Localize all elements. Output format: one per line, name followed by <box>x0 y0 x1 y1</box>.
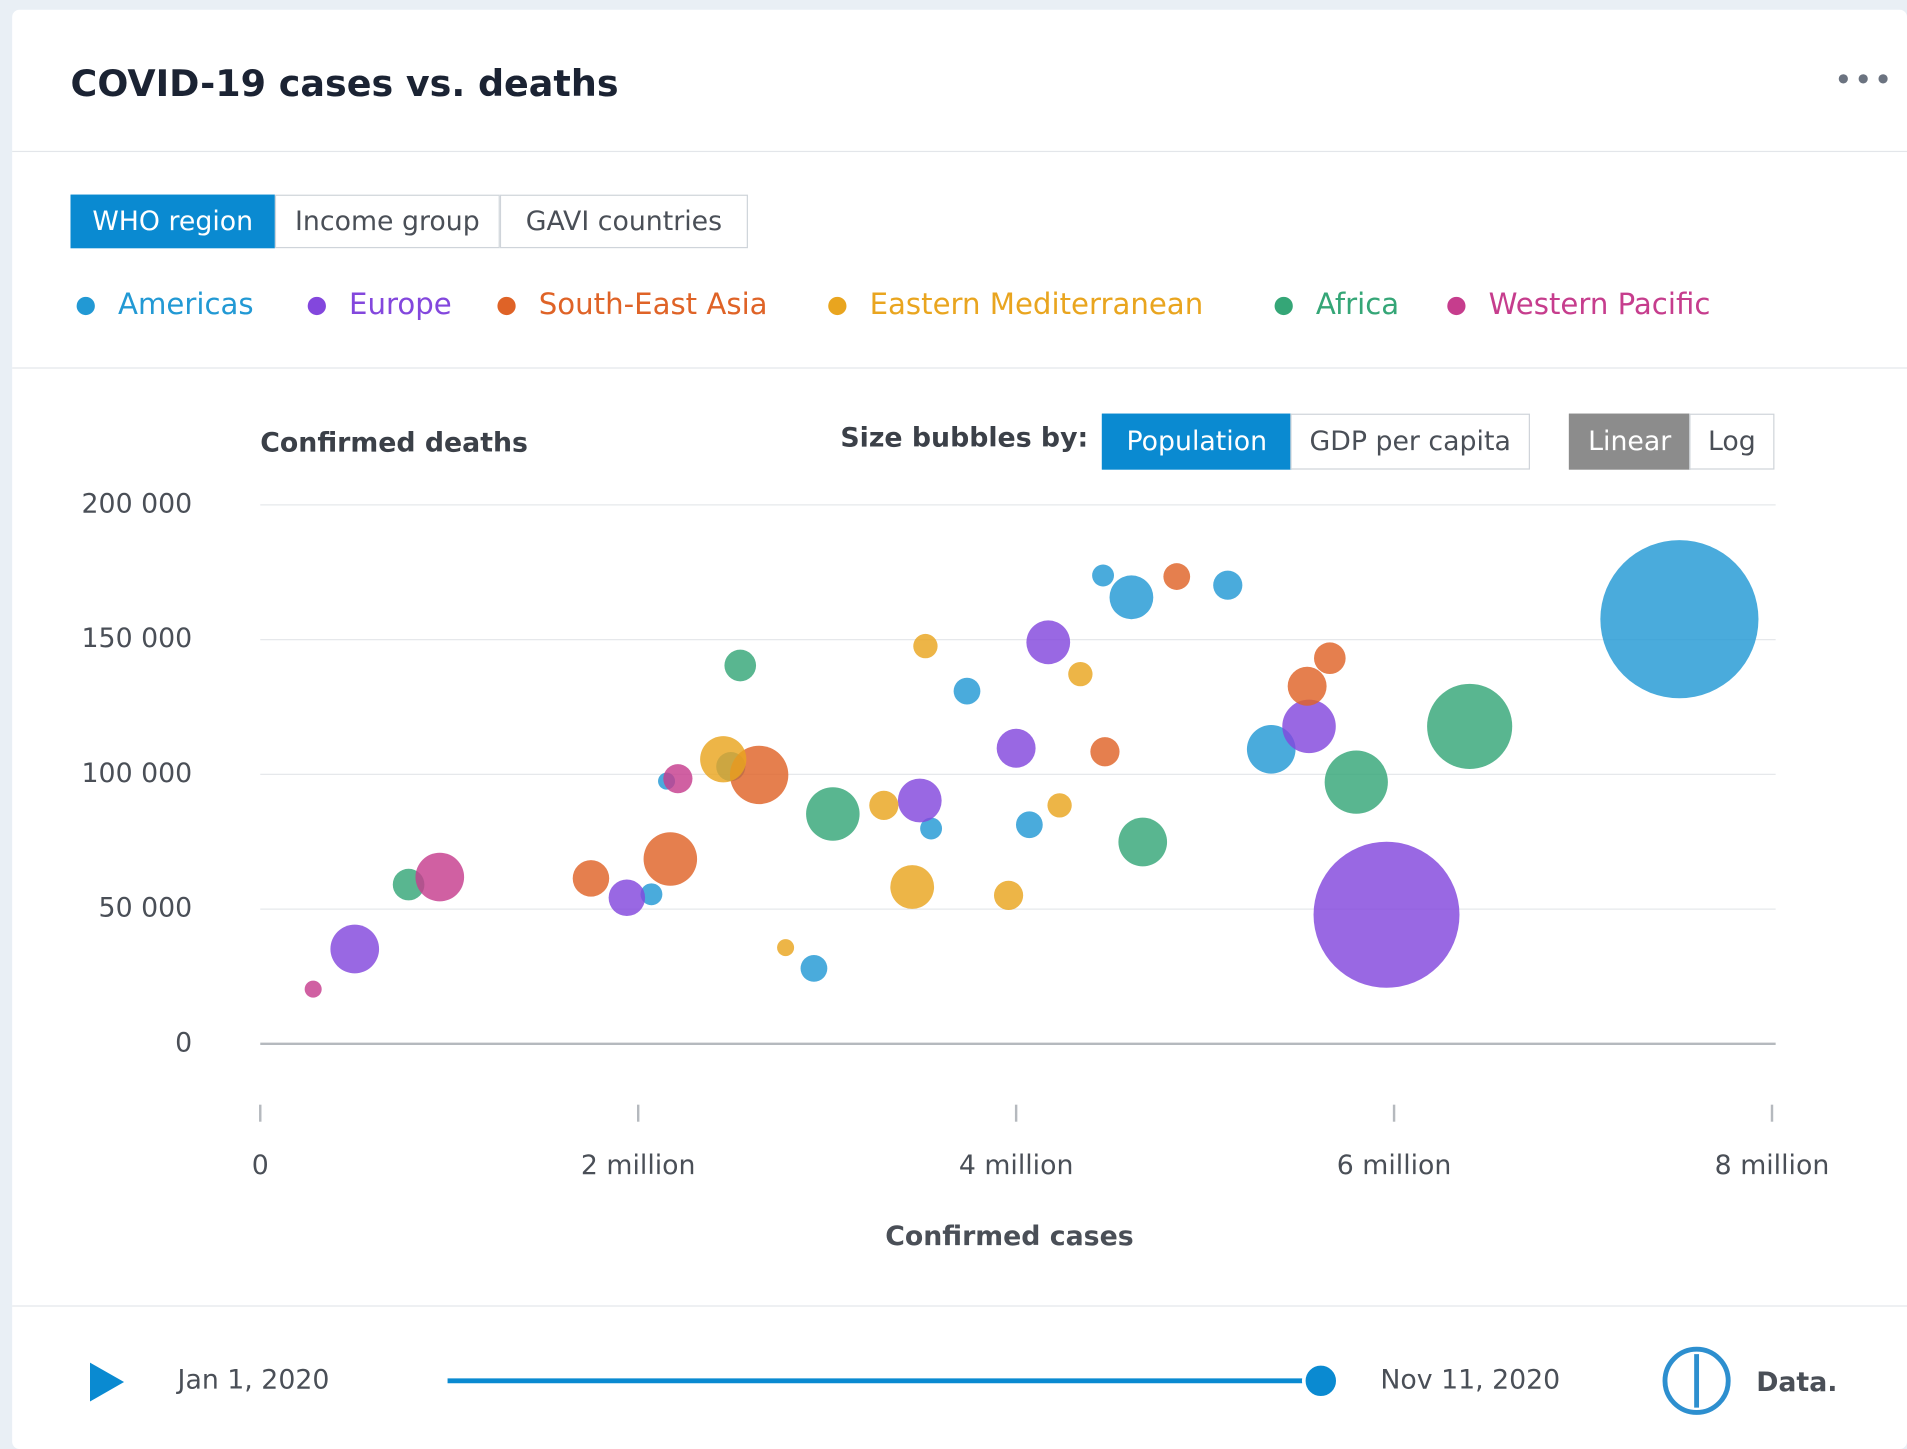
y-tick-label: 100 000 <box>82 758 193 789</box>
bubble <box>1213 570 1243 600</box>
bubble <box>913 633 938 659</box>
divider <box>12 367 1907 369</box>
bubble <box>890 865 935 909</box>
legend-marker <box>1447 296 1466 316</box>
timeline-start: Jan 1, 2020 <box>176 1364 330 1395</box>
tab[interactable]: GAVI countries <box>499 194 748 249</box>
divider <box>12 150 1907 153</box>
bubble <box>663 764 693 794</box>
bubble <box>1600 540 1759 699</box>
toggle[interactable]: Linear <box>1568 413 1691 470</box>
size-label: Size bubbles by: <box>840 423 1089 454</box>
bubble <box>1427 683 1513 769</box>
y-tick-label: 200 000 <box>82 488 193 519</box>
x-tick-label: 0 <box>252 1150 269 1181</box>
bubble <box>996 728 1036 768</box>
card: COVID-19 cases vs. deaths ••• 0 50 000 100… <box>12 9 1907 1449</box>
y-axis-title: Confirmed deaths <box>260 428 528 459</box>
bubble <box>415 852 465 902</box>
bubble <box>608 879 646 917</box>
bubble <box>1246 724 1296 774</box>
bubble <box>1109 575 1154 620</box>
legend-marker <box>76 296 95 316</box>
bubble <box>920 817 943 840</box>
bubble <box>304 980 322 998</box>
bubble <box>1163 563 1191 590</box>
brand: Data. <box>1756 1367 1837 1398</box>
bubble <box>993 880 1024 910</box>
bubble <box>953 677 981 705</box>
bubble <box>1047 793 1072 818</box>
bubble <box>640 883 663 906</box>
legend-label: Americas <box>117 287 254 322</box>
tab[interactable]: Income group <box>274 194 500 249</box>
y-tick-label: 0 <box>175 1027 192 1058</box>
bubble <box>572 860 610 897</box>
toggle[interactable]: Log <box>1689 413 1775 470</box>
bubble <box>1313 841 1460 988</box>
legend-marker <box>497 296 516 316</box>
play-button <box>89 1362 125 1402</box>
legend-marker <box>307 296 326 316</box>
bubble <box>1015 811 1043 839</box>
bubble <box>1314 642 1346 675</box>
tab[interactable]: WHO region <box>70 194 275 249</box>
toggle[interactable]: GDP per capita <box>1290 413 1530 470</box>
bubble <box>777 939 795 957</box>
bubble <box>806 787 860 841</box>
bubble <box>1092 564 1115 587</box>
toggle[interactable]: Population <box>1101 413 1292 470</box>
legend-label: Europe <box>349 287 452 322</box>
divider <box>12 1305 1907 1307</box>
menu-button[interactable]: ••• <box>1834 63 1894 100</box>
legend-label: Western Pacific <box>1488 287 1711 322</box>
bubble <box>330 924 380 974</box>
bubble <box>1026 620 1071 665</box>
bubble <box>724 649 757 682</box>
bubble <box>1282 699 1336 754</box>
bubble <box>1090 737 1120 767</box>
legend-marker <box>828 296 847 316</box>
x-tick-label: 4 million <box>959 1150 1074 1181</box>
chart: 0 50 000 100 000 150 000 200 000 0 2 million 4 … <box>82 488 1837 1415</box>
bubble <box>800 955 828 982</box>
timeline-end: Nov 11, 2020 <box>1380 1364 1560 1395</box>
x-tick-label: 6 million <box>1337 1150 1452 1181</box>
y-tick-label: 50 000 <box>99 893 193 924</box>
x-tick-label: 2 million <box>581 1150 696 1181</box>
bubble <box>897 778 942 823</box>
legend-label: South-East Asia <box>538 287 768 322</box>
bubble <box>1287 666 1327 706</box>
y-tick-label: 150 000 <box>82 623 193 654</box>
who-logo <box>1662 1346 1731 1415</box>
bubble <box>1068 661 1093 687</box>
title: COVID-19 cases vs. deaths <box>70 63 619 106</box>
slider-handle[interactable] <box>1301 1361 1340 1400</box>
x-axis-title: Confirmed cases <box>885 1221 1133 1252</box>
bubble <box>1118 817 1168 867</box>
bubble <box>869 790 899 820</box>
legend-label: Africa <box>1315 287 1400 322</box>
bubble <box>700 736 747 783</box>
bubble <box>1324 750 1388 814</box>
bubble <box>643 832 698 886</box>
legend-marker <box>1274 296 1293 316</box>
x-tick-label: 8 million <box>1715 1150 1830 1181</box>
legend-label: Eastern Mediterranean <box>869 287 1204 322</box>
